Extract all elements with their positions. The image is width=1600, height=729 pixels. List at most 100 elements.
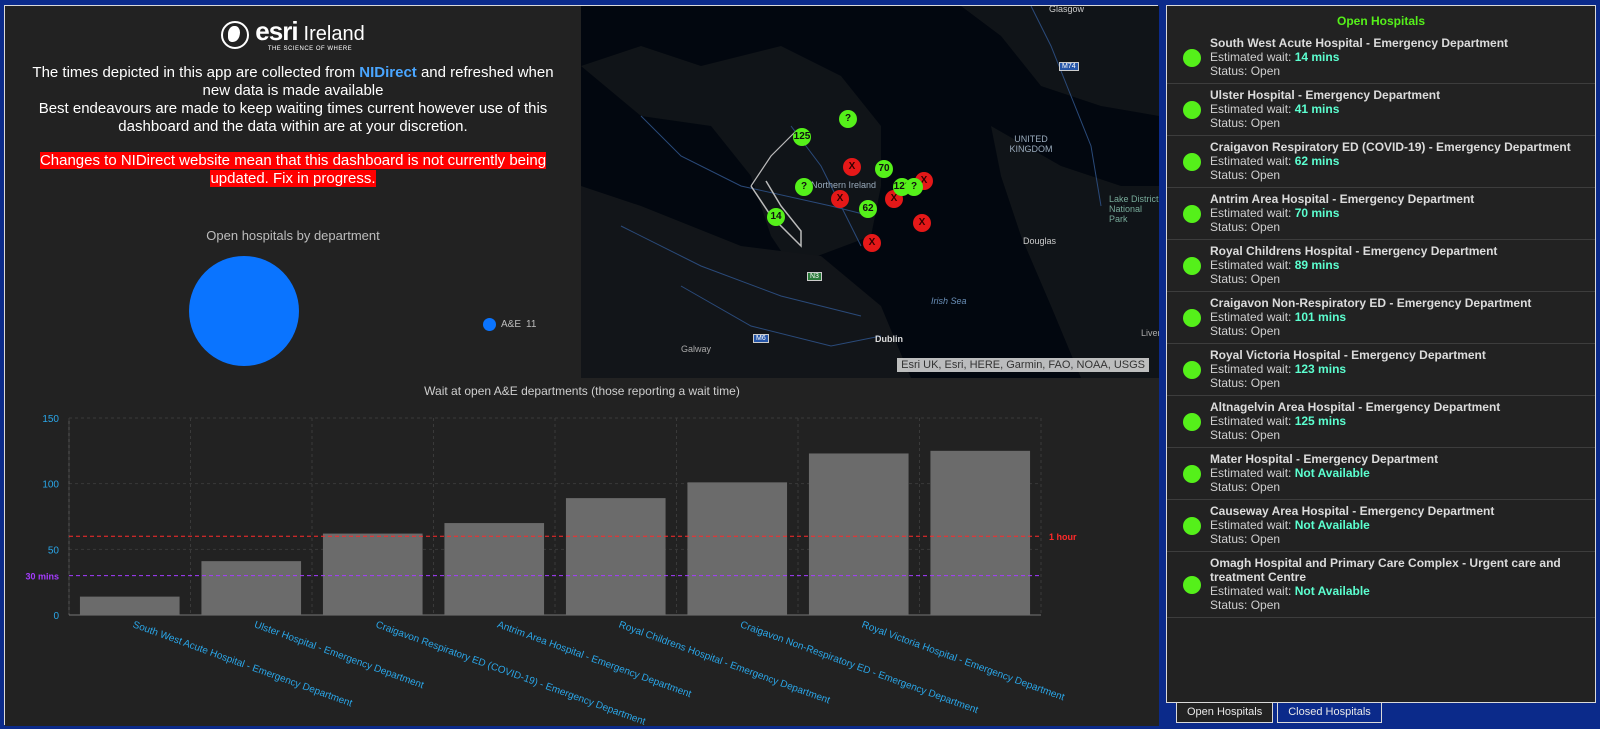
map-label-galway: Galway [681, 344, 712, 354]
hospital-wait-line: Estimated wait: 14 mins [1210, 50, 1587, 64]
hospital-list-item[interactable]: Royal Childrens Hospital - Emergency Dep… [1167, 240, 1595, 292]
wait-bar-chart: 0 50 100 150 1 hour 30 mins South West Acute H… [25, 414, 1077, 728]
bar [444, 523, 545, 615]
hospital-wait-line: Estimated wait: 62 mins [1210, 154, 1587, 168]
hospital-name: Craigavon Respiratory ED (COVID-19) - Em… [1210, 140, 1571, 154]
hospital-list-item[interactable]: Altnagelvin Area Hospital - Emergency De… [1167, 396, 1595, 448]
pie-slice-ae[interactable] [189, 256, 299, 366]
hospital-status-line: Status: Open [1210, 598, 1587, 612]
hospital-status-value: Open [1250, 376, 1281, 390]
hospital-list-item[interactable]: Craigavon Respiratory ED (COVID-19) - Em… [1167, 136, 1595, 188]
tab-closed-hospitals[interactable]: Closed Hospitals [1277, 703, 1382, 723]
hospital-map[interactable]: Glasgow UNITED KINGDOM Northern Ireland … [581, 6, 1159, 378]
hospital-name: Ulster Hospital - Emergency Department [1210, 88, 1441, 102]
road-badge-m6: M6 [753, 334, 769, 343]
x-category-label: Antrim Area Hospital - Emergency Departm… [496, 619, 693, 700]
open-status-dot-icon [1183, 256, 1201, 275]
hospital-wait-line: Estimated wait: 123 mins [1210, 362, 1587, 376]
bar [687, 482, 788, 615]
legend-dot-icon [483, 318, 496, 331]
hospital-status-line: Status: Open [1210, 168, 1587, 182]
y-tick-label: 50 [48, 545, 60, 556]
map-label-douglas: Douglas [1023, 236, 1057, 246]
legend-value: 11 [526, 319, 537, 330]
hospital-status-line: Status: Open [1210, 428, 1587, 442]
wait-label: Estimated wait: [1210, 310, 1295, 324]
info-panel: esri Ireland THE SCIENCE OF WHERE The tim… [5, 6, 581, 378]
open-status-dot-icon [1183, 464, 1201, 483]
hospital-status-line: Status: Open [1210, 272, 1587, 286]
map-marker[interactable]: X [843, 158, 861, 176]
status-label: Status: [1210, 598, 1251, 612]
hospital-list-item[interactable]: South West Acute Hospital - Emergency De… [1167, 32, 1595, 84]
logo-tagline: THE SCIENCE OF WHERE [267, 46, 353, 52]
map-marker[interactable]: 70 [875, 160, 893, 178]
wait-label: Estimated wait: [1210, 102, 1295, 116]
hospital-name: Antrim Area Hospital - Emergency Departm… [1210, 192, 1475, 206]
hospital-status-value: Open [1250, 480, 1281, 494]
hospital-status-value: Open [1250, 428, 1281, 442]
open-status-dot-icon [1183, 412, 1201, 431]
hospital-wait-value: Not Available [1294, 466, 1370, 480]
open-status-dot-icon [1183, 360, 1201, 379]
wait-label: Estimated wait: [1210, 258, 1295, 272]
map-marker[interactable]: 14 [767, 208, 785, 226]
map-marker[interactable]: X [913, 214, 931, 232]
hospital-list-item[interactable]: Craigavon Non-Respiratory ED - Emergency… [1167, 292, 1595, 344]
hospital-wait-value: Not Available [1294, 518, 1370, 532]
hospital-name: Royal Childrens Hospital - Emergency Dep… [1210, 244, 1498, 258]
status-label: Status: [1210, 532, 1251, 546]
hospital-wait-line: Estimated wait: 125 mins [1210, 414, 1587, 428]
hospital-list-item[interactable]: Ulster Hospital - Emergency Department Es… [1167, 84, 1595, 136]
open-status-dot-icon [1183, 204, 1201, 223]
nidirect-link[interactable]: NIDirect [359, 64, 417, 81]
chart-title: Wait at open A&E departments (those repo… [424, 384, 740, 398]
open-status-dot-icon [1183, 48, 1201, 67]
hospital-list-item[interactable]: Antrim Area Hospital - Emergency Departm… [1167, 188, 1595, 240]
tab-open-hospitals[interactable]: Open Hospitals [1176, 703, 1274, 723]
bar [565, 498, 666, 615]
hospital-wait-value: Not Available [1294, 584, 1370, 598]
hospital-name: Craigavon Non-Respiratory ED - Emergency… [1210, 296, 1532, 310]
reference-line-label: 30 mins [25, 572, 59, 582]
hospital-list-item[interactable]: Royal Victoria Hospital - Emergency Depa… [1167, 344, 1595, 396]
wait-label: Estimated wait: [1210, 414, 1295, 428]
map-marker[interactable]: X [831, 190, 849, 208]
y-tick-label: 150 [42, 414, 59, 425]
road-badge-n3: N3 [807, 272, 822, 281]
map-background [581, 6, 1159, 378]
hospital-name: Royal Victoria Hospital - Emergency Depa… [1210, 348, 1486, 362]
wait-label: Estimated wait: [1210, 466, 1295, 480]
hospital-list-item[interactable]: Mater Hospital - Emergency Department Est… [1167, 448, 1595, 500]
hospital-list-item[interactable]: Causeway Area Hospital - Emergency Depar… [1167, 500, 1595, 552]
map-marker[interactable]: ? [795, 178, 813, 196]
warning-text: Changes to NIDirect website mean that th… [39, 152, 547, 187]
bar [79, 596, 180, 615]
status-label: Status: [1210, 324, 1251, 338]
bar [930, 450, 1031, 615]
map-label-dublin: Dublin [875, 334, 903, 344]
map-label-lake-district: Lake District National Park [1109, 194, 1159, 224]
map-marker[interactable]: X [863, 234, 881, 252]
hospital-status-value: Open [1250, 116, 1281, 130]
legend-label: A&E [501, 319, 522, 330]
open-status-dot-icon [1183, 516, 1201, 535]
hospital-status-value: Open [1250, 64, 1281, 78]
map-marker[interactable]: ? [839, 110, 857, 128]
x-category-label: Craigavon Respiratory ED (COVID-19) - Em… [374, 619, 647, 727]
hospital-status-value: Open [1250, 272, 1281, 286]
logo-brand: esri [255, 16, 298, 46]
status-label: Status: [1210, 480, 1251, 494]
hospital-wait-line: Estimated wait: 70 mins [1210, 206, 1587, 220]
map-marker[interactable]: 125 [793, 128, 811, 146]
side-panel-title: Open Hospitals [1336, 14, 1425, 28]
wait-label: Estimated wait: [1210, 206, 1295, 220]
hospital-list-item[interactable]: Omagh Hospital and Primary Care Complex … [1167, 552, 1595, 618]
intro-text-after: and refreshed when new data is made avai… [202, 64, 554, 99]
bar [808, 453, 909, 615]
map-marker[interactable]: 62 [859, 200, 877, 218]
map-label-ni: Northern Ireland [811, 180, 877, 190]
hospital-status-line: Status: Open [1210, 116, 1587, 130]
y-tick-label: 100 [42, 480, 59, 491]
map-marker[interactable]: ? [905, 178, 923, 196]
